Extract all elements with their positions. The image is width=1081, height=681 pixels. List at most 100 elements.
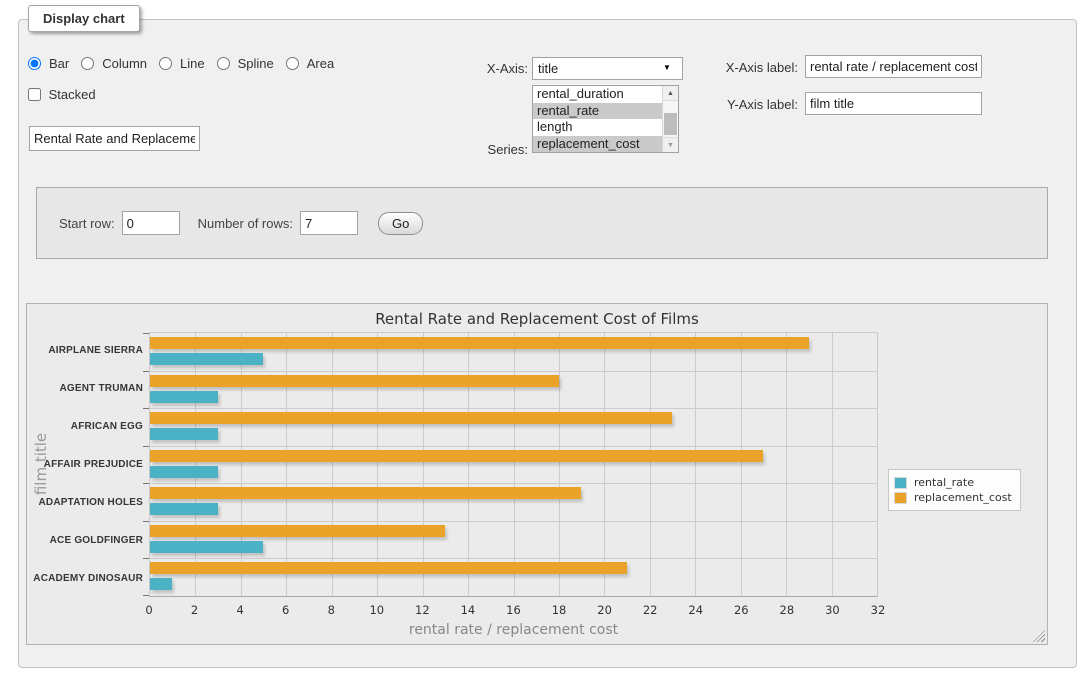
y-axis-tickmark [143, 483, 149, 484]
y-axis-tickmark [143, 558, 149, 559]
x-axis-title: rental rate / replacement cost [149, 622, 878, 638]
x-tick-label: 28 [780, 603, 795, 617]
radio-line[interactable] [159, 57, 172, 70]
bar-group [150, 371, 877, 409]
chart-title-input[interactable] [29, 126, 200, 151]
series-option-length[interactable]: length [533, 119, 678, 136]
y-category-labels: AIRPLANE SIERRAAGENT TRUMANAFRICAN EGGAF… [27, 332, 146, 597]
bar-group [150, 521, 877, 559]
category-label: ACE GOLDFINGER [27, 521, 146, 559]
bar-replacement_cost[interactable] [150, 562, 627, 574]
y-axis-tickmark [143, 333, 149, 334]
bar-replacement_cost[interactable] [150, 487, 581, 499]
series-option-rental-rate[interactable]: rental_rate [533, 103, 678, 120]
radio-bar[interactable] [28, 57, 41, 70]
bar-replacement_cost[interactable] [150, 525, 445, 537]
chart-title: Rental Rate and Replacement Cost of Film… [27, 310, 1047, 328]
radio-bar-label[interactable]: Bar [49, 56, 69, 71]
x-axis-select-label: X-Axis: [430, 61, 528, 76]
bar-rental_rate[interactable] [150, 541, 263, 553]
num-rows-input[interactable] [300, 211, 358, 235]
legend-label-replacement-cost: replacement_cost [914, 491, 1012, 504]
bar-rental_rate[interactable] [150, 391, 218, 403]
bar-rental_rate[interactable] [150, 428, 218, 440]
bar-rental_rate[interactable] [150, 466, 218, 478]
bar-group [150, 558, 877, 596]
legend-swatch-replacement-cost [894, 492, 907, 504]
y-axis-tickmark [143, 371, 149, 372]
row-range-box: Start row: Number of rows: Go [36, 187, 1048, 259]
bar-group [150, 483, 877, 521]
scroll-down-icon[interactable]: ▼ [663, 137, 678, 152]
category-label: AFFAIR PREJUDICE [27, 446, 146, 484]
x-tick-label: 16 [506, 603, 521, 617]
radio-spline[interactable] [217, 57, 230, 70]
x-tick-label: 18 [552, 603, 567, 617]
x-tick-label: 32 [871, 603, 886, 617]
series-option-replacement-cost[interactable]: replacement_cost [533, 136, 678, 153]
y-axis-tickmark [143, 446, 149, 447]
category-label: AGENT TRUMAN [27, 370, 146, 408]
x-tick-label: 30 [825, 603, 840, 617]
x-tick-label: 2 [191, 603, 198, 617]
radio-line-label[interactable]: Line [180, 56, 205, 71]
bar-rental_rate[interactable] [150, 578, 172, 590]
stacked-label[interactable]: Stacked [49, 87, 96, 102]
bar-replacement_cost[interactable] [150, 337, 809, 349]
bar-replacement_cost[interactable] [150, 375, 559, 387]
bar-replacement_cost[interactable] [150, 450, 763, 462]
bar-group [150, 333, 877, 371]
radio-column[interactable] [81, 57, 94, 70]
legend-item-rental-rate: rental_rate [894, 476, 1012, 489]
x-tick-label: 26 [734, 603, 749, 617]
category-label: AFRICAN EGG [27, 408, 146, 446]
page: Display chart Bar Column Line Spline Are… [0, 0, 1081, 681]
y-axis-label-caption: Y-Axis label: [690, 97, 798, 112]
go-button[interactable]: Go [378, 212, 423, 235]
start-row-label: Start row: [59, 216, 115, 231]
series-select-label: Series: [430, 142, 528, 157]
x-tick-labels: 02468101214161820222426283032 [149, 603, 878, 617]
chart-legend: rental_rate replacement_cost [888, 469, 1021, 511]
y-axis-label-input[interactable] [805, 92, 982, 115]
x-axis-label-caption: X-Axis label: [690, 60, 798, 75]
x-tick-label: 14 [461, 603, 476, 617]
panel-title: Display chart [28, 5, 140, 32]
plot-grid [149, 332, 878, 597]
category-label: AIRPLANE SIERRA [27, 332, 146, 370]
x-tick-label: 6 [282, 603, 289, 617]
x-axis-label-input[interactable] [805, 55, 982, 78]
x-tick-label: 24 [688, 603, 703, 617]
resize-grip-icon[interactable] [1033, 630, 1045, 642]
stacked-row: Stacked [28, 87, 96, 102]
start-row-input[interactable] [122, 211, 180, 235]
x-tick-label: 10 [369, 603, 384, 617]
stacked-checkbox[interactable] [28, 88, 41, 101]
y-axis-tickmark [143, 595, 149, 596]
x-tick-label: 12 [415, 603, 430, 617]
chart-type-radio-group: Bar Column Line Spline Area [28, 56, 342, 71]
scroll-up-icon[interactable]: ▲ [663, 86, 678, 101]
bar-rental_rate[interactable] [150, 353, 263, 365]
legend-item-replacement-cost: replacement_cost [894, 491, 1012, 504]
bar-rental_rate[interactable] [150, 503, 218, 515]
series-option-rental-duration[interactable]: rental_duration [533, 86, 678, 103]
radio-column-label[interactable]: Column [102, 56, 147, 71]
series-listbox[interactable]: rental_duration rental_rate length repla… [532, 85, 679, 153]
y-axis-tickmark [143, 408, 149, 409]
x-tick-label: 20 [597, 603, 612, 617]
x-axis-select[interactable]: title [532, 57, 683, 80]
x-tick-label: 4 [236, 603, 243, 617]
category-label: ACADEMY DINOSAUR [27, 559, 146, 597]
y-axis-tickmark [143, 521, 149, 522]
radio-area-label[interactable]: Area [307, 56, 334, 71]
x-tick-label: 8 [328, 603, 335, 617]
x-tick-label: 0 [145, 603, 152, 617]
scrollbar-thumb[interactable] [664, 113, 677, 135]
category-label: ADAPTATION HOLES [27, 483, 146, 521]
bar-replacement_cost[interactable] [150, 412, 672, 424]
x-tick-label: 22 [643, 603, 658, 617]
radio-area[interactable] [286, 57, 299, 70]
radio-spline-label[interactable]: Spline [238, 56, 274, 71]
listbox-scrollbar[interactable]: ▲ ▼ [662, 86, 678, 152]
